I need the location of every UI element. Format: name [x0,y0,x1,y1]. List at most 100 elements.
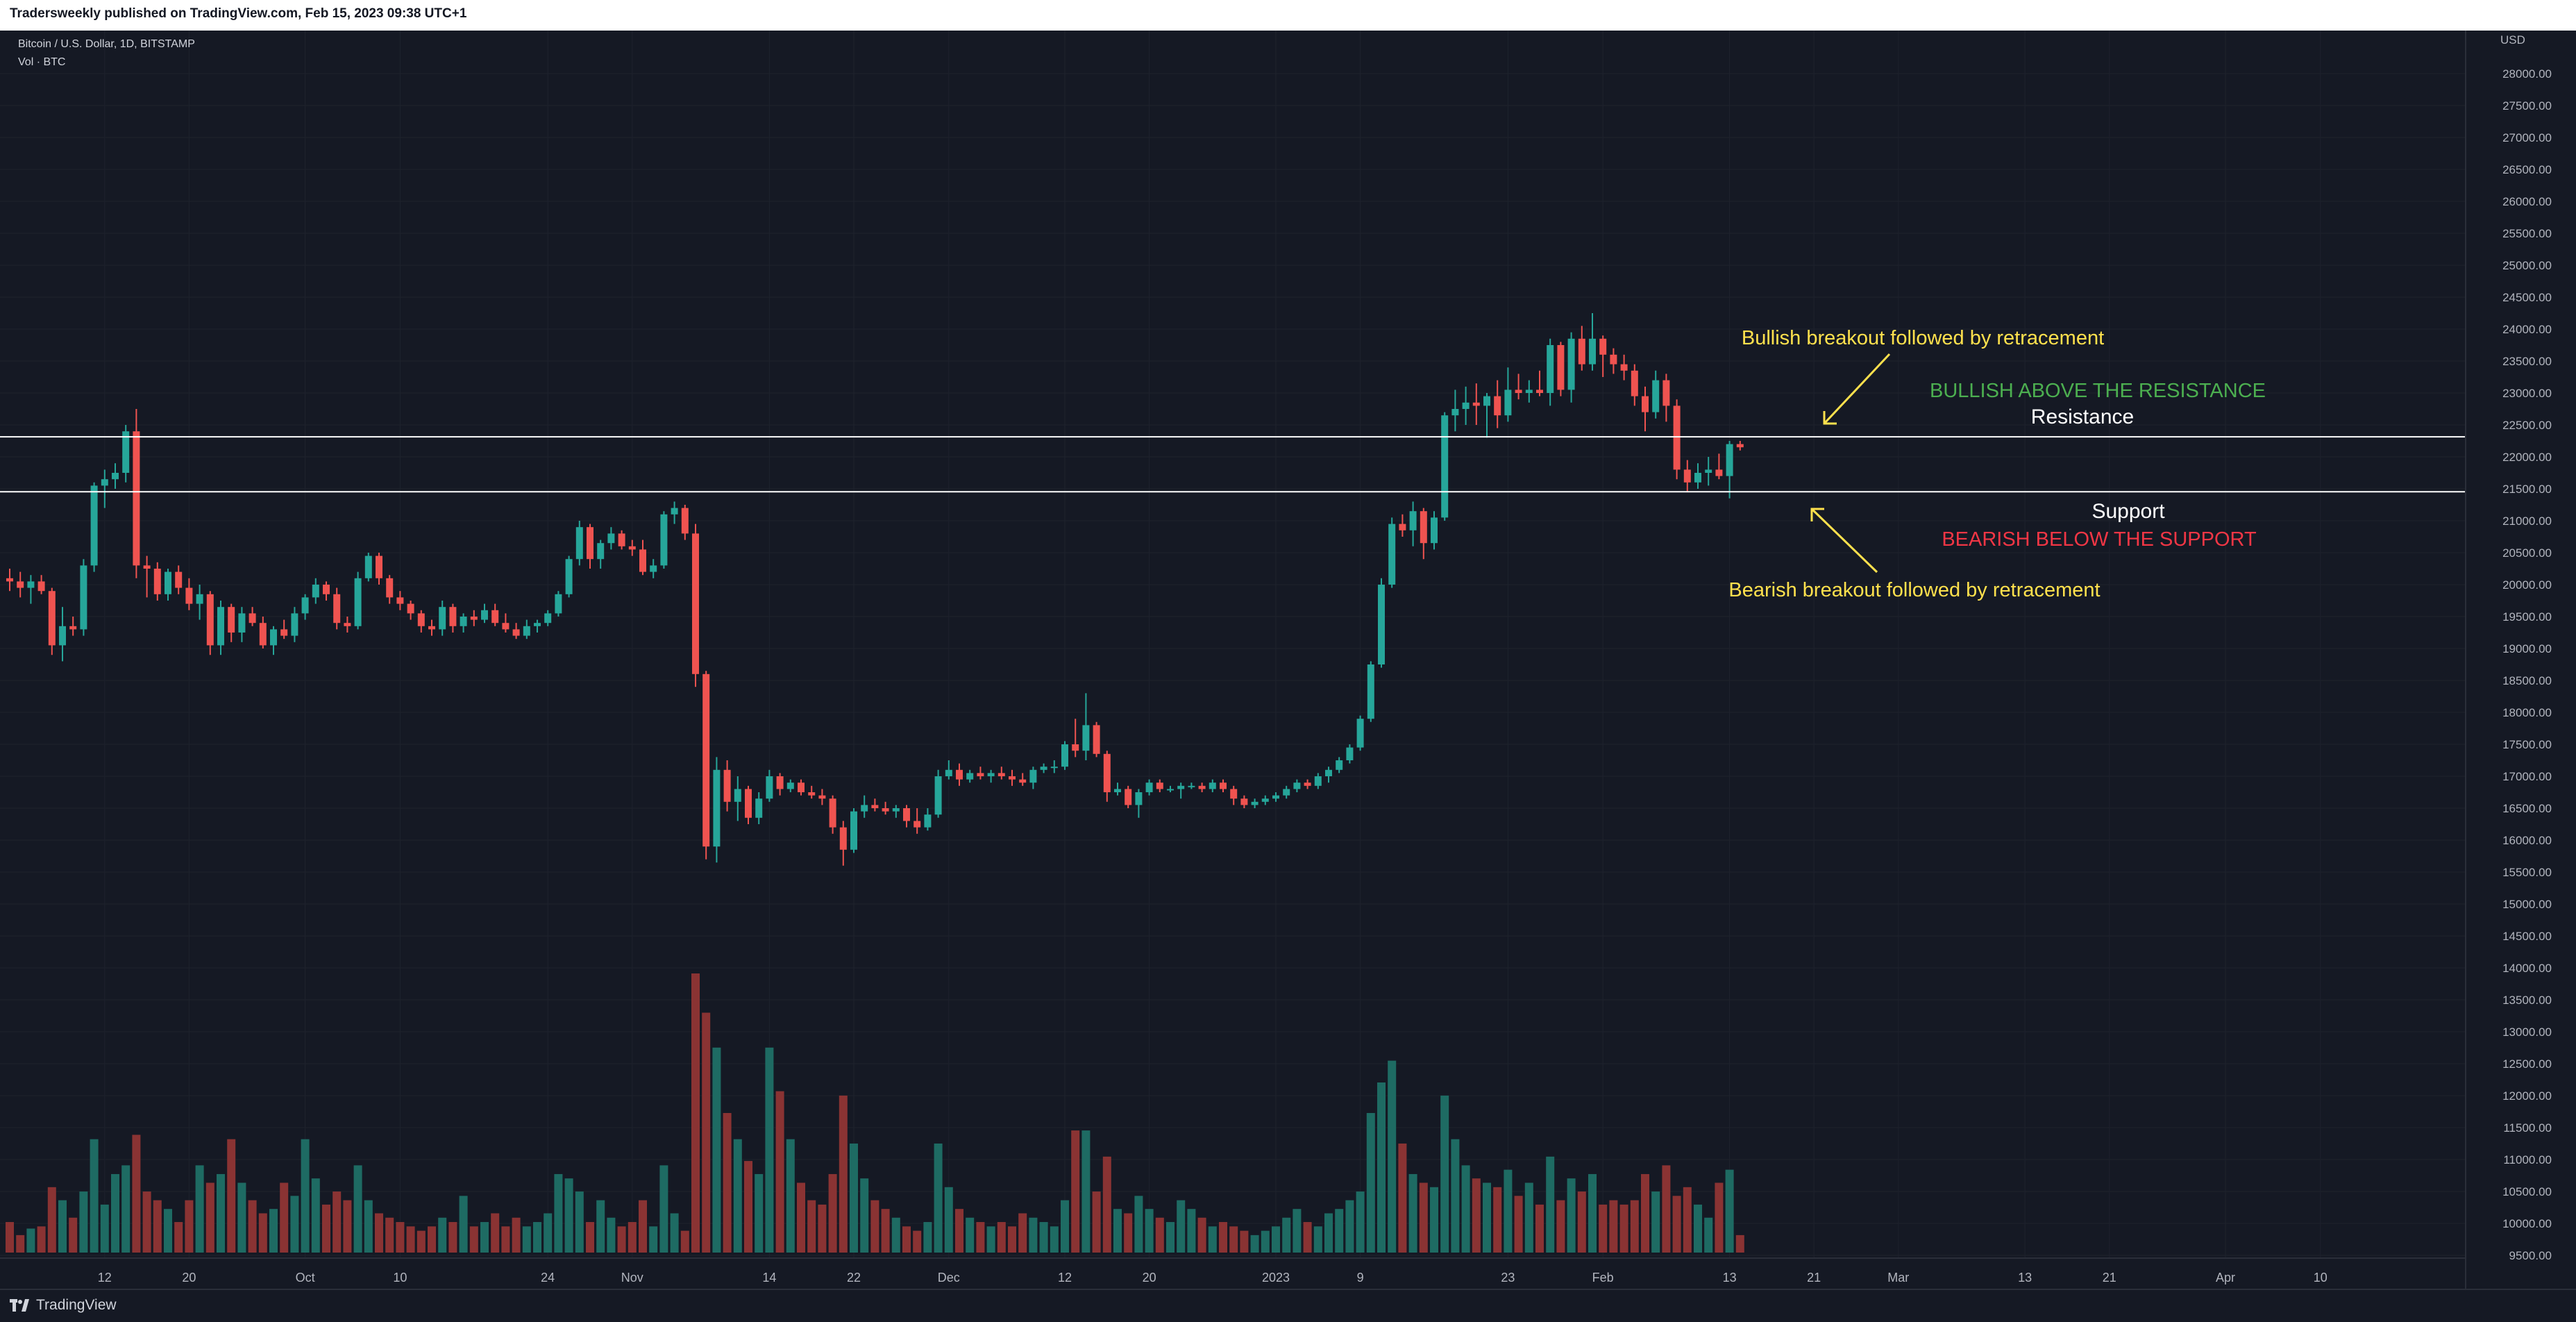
volume-bar [670,1213,679,1253]
price-tick-label: 11000.00 [2503,1153,2552,1166]
volume-bar [828,1173,837,1253]
candle-body [69,626,77,630]
volume-bar [1472,1178,1481,1253]
candle [882,801,889,815]
volume-bar [1683,1187,1692,1253]
annotations: Bullish breakout followed by retracement… [1728,327,2266,601]
time-tick-label: 22 [847,1271,861,1285]
candle-body [861,805,868,812]
volume-bar [1134,1196,1143,1253]
candle-body [344,623,351,626]
candle [903,805,910,828]
candle-body [1009,776,1016,780]
volume-bar [1388,1060,1397,1253]
candle [987,769,995,783]
volume-bar [1514,1196,1523,1253]
volume-bar [680,1230,689,1253]
candle [460,613,467,633]
candle-body [301,597,309,614]
grid [0,31,2466,1258]
candle-body [1040,767,1047,770]
tradingview-brand[interactable]: TradingView [10,1297,117,1314]
candle-body [27,581,35,588]
time-tick-label: 21 [1807,1271,1821,1285]
volume-bar [1524,1182,1533,1253]
arrow-bearish [1810,508,1878,574]
candle [69,617,77,636]
volume-bar [755,1173,764,1253]
candle [259,617,267,649]
candle-body [249,613,256,624]
candle [301,594,309,620]
candle [1599,335,1607,377]
candle [323,581,330,601]
candle-body [1325,769,1332,776]
candle-body [481,610,488,620]
price-tick-label: 22000.00 [2502,451,2552,464]
volume-bar [1345,1200,1354,1253]
candle [196,585,203,620]
candle [354,571,362,630]
volume-bar [1081,1130,1091,1253]
candle [1462,386,1470,425]
candle [376,553,382,585]
publish-header: Tradersweekly published on TradingView.c… [0,0,2576,31]
volume-bar [69,1217,78,1253]
volume-bar [375,1213,383,1253]
price-tick-label: 10000.00 [2502,1217,2552,1230]
candle-body [1145,783,1153,792]
candle-body [1125,789,1132,805]
volume-bar [1293,1209,1302,1253]
candle [555,591,562,617]
volume-bar [1440,1095,1449,1253]
price-tick-label: 26000.00 [2502,195,2552,208]
candle-body [1019,779,1027,783]
candle-body [1346,747,1354,760]
volume-bar [217,1173,225,1253]
candle [37,575,45,594]
candle [1093,721,1100,758]
candle [364,553,372,582]
price-tick-label: 24000.00 [2502,323,2552,336]
candle-body [312,585,319,598]
candle [798,779,805,796]
price-tick-label: 21500.00 [2502,483,2552,496]
candle [671,501,678,524]
volume-bar [1008,1226,1016,1253]
candle [1283,785,1290,799]
candle-body [871,805,879,808]
candle [523,619,530,639]
price-tick-label: 25500.00 [2502,227,2552,240]
volume-bar [818,1204,827,1253]
btc-chart[interactable]: 22314.0021454.00 Bullish breakout follow… [0,31,2576,1289]
candle-body [1547,345,1554,393]
volume-bar [659,1165,668,1253]
candle [1125,785,1132,808]
candle-body [934,776,942,815]
candle [396,591,404,610]
candle [449,603,457,633]
candle [1114,783,1121,796]
candle [133,409,140,578]
time-tick-label: 20 [182,1271,196,1285]
volume-bar [1145,1209,1154,1253]
volume-bar [839,1095,848,1253]
time-tick-label: 13 [2018,1271,2032,1285]
candle-body [1072,744,1079,751]
volume-bar [1461,1165,1470,1253]
time-axis[interactable]: 12 20 Oct 10 24 Nov 14 22 Dec 12 20 2023 9 23 Feb 13 21 M… [0,1257,2466,1285]
candle [829,795,836,834]
candle-body [798,783,805,792]
candle-body [892,808,900,812]
candle-body [101,479,108,486]
price-axis[interactable]: USD 28000.00 27500.00 27000.00 26500.00 26000… [2465,31,2576,1289]
volume-bar [1735,1235,1744,1253]
candle-body [153,569,161,594]
candle-body [660,514,668,566]
volume-bar [786,1139,795,1253]
annotation-bearish-breakout: Bearish breakout followed by retracement [1728,579,2100,601]
candle-body [470,617,478,620]
candle [1061,741,1068,770]
candle [850,808,857,853]
candle [1631,364,1638,406]
